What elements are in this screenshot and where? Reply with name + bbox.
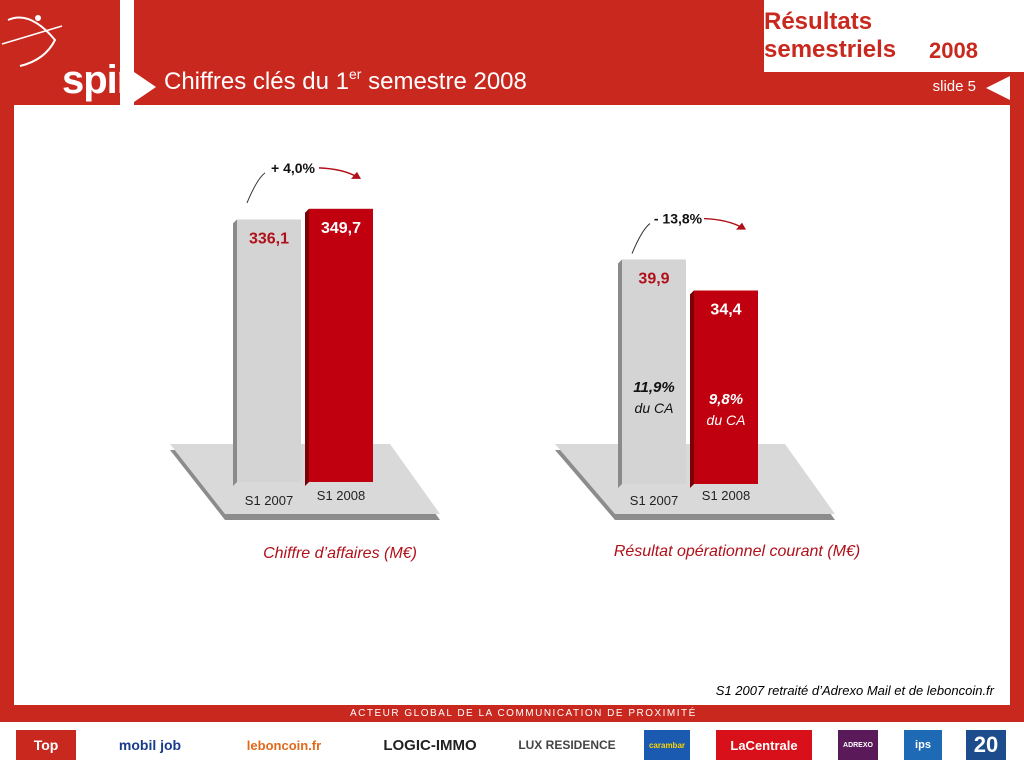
category-label: S1 2008 bbox=[317, 488, 365, 503]
margin-suffix: du CA bbox=[635, 400, 674, 416]
bar bbox=[694, 290, 758, 484]
logo-ips[interactable]: ips bbox=[904, 730, 942, 760]
bar-side bbox=[233, 219, 237, 486]
tagline-text: ACTEUR GLOBAL DE LA COMMUNICATION DE PRO… bbox=[350, 708, 697, 719]
margin-suffix: du CA bbox=[707, 412, 746, 428]
logo-logicimmo[interactable]: LOGIC-IMMO bbox=[383, 736, 477, 754]
logo-lacentrale[interactable]: LaCentrale bbox=[716, 730, 812, 760]
margin-pct: 11,9% bbox=[633, 379, 674, 396]
bar-side bbox=[690, 290, 694, 488]
change-arrow-right bbox=[318, 167, 358, 178]
content-area bbox=[14, 105, 1010, 705]
results-year: 2008 bbox=[929, 38, 978, 63]
chart-title: Chiffre d’affaires (M€) bbox=[263, 545, 417, 562]
header-results-box: Résultats semestriels 2008 bbox=[764, 0, 1024, 72]
arrow-head-icon bbox=[351, 171, 361, 179]
results-title: Résultats semestriels bbox=[764, 8, 897, 63]
logo-carambar[interactable]: carambar bbox=[644, 730, 690, 760]
bar-value-label: 34,4 bbox=[710, 302, 741, 319]
logo-luxresidence[interactable]: LUX RESIDENCE bbox=[518, 738, 616, 752]
brand-logos-row: Top mobil job leboncoin.fr LOGIC-IMMO LU… bbox=[0, 722, 1024, 768]
play-arrow-icon bbox=[134, 72, 156, 102]
header-separator bbox=[120, 0, 134, 105]
bar-value-label: 349,7 bbox=[321, 220, 361, 237]
margin-pct: 9,8% bbox=[709, 391, 743, 408]
back-arrow-icon[interactable] bbox=[986, 76, 1010, 100]
chart-title: Résultat opérationnel courant (M€) bbox=[614, 543, 860, 560]
tagline-strip bbox=[0, 705, 1024, 722]
bar bbox=[237, 219, 301, 482]
slide-number: slide 5 bbox=[932, 78, 976, 95]
change-arrow-left bbox=[631, 223, 651, 254]
category-label: S1 2007 bbox=[245, 493, 293, 508]
logo-adrexo[interactable]: ADREXO bbox=[838, 730, 878, 760]
footnote: S1 2007 retraité d’Adrexo Mail et de leb… bbox=[715, 683, 994, 698]
change-label: + 4,0% bbox=[271, 160, 316, 176]
category-label: S1 2008 bbox=[702, 488, 750, 503]
page-title: Chiffres clés du 1er semestre 2008 bbox=[164, 66, 527, 95]
logo-20minutes[interactable]: 20 bbox=[966, 730, 1006, 760]
bar bbox=[622, 259, 686, 484]
change-arrow-right bbox=[703, 217, 743, 229]
archer-icon bbox=[1, 15, 63, 67]
change-arrow-left bbox=[246, 172, 266, 204]
bar-value-label: 39,9 bbox=[638, 271, 669, 288]
bar bbox=[309, 208, 373, 483]
logo-mobiljob[interactable]: mobil job bbox=[118, 737, 182, 753]
bar-value-label: 336,1 bbox=[249, 231, 289, 248]
change-label: - 13,8% bbox=[654, 211, 703, 227]
arrow-head-icon bbox=[736, 222, 746, 230]
bar-side bbox=[305, 208, 309, 487]
category-label: S1 2007 bbox=[630, 493, 678, 508]
logo-leboncoin[interactable]: leboncoin.fr bbox=[246, 737, 322, 753]
bar-side bbox=[618, 259, 622, 488]
logo-top[interactable]: Top bbox=[16, 730, 76, 760]
